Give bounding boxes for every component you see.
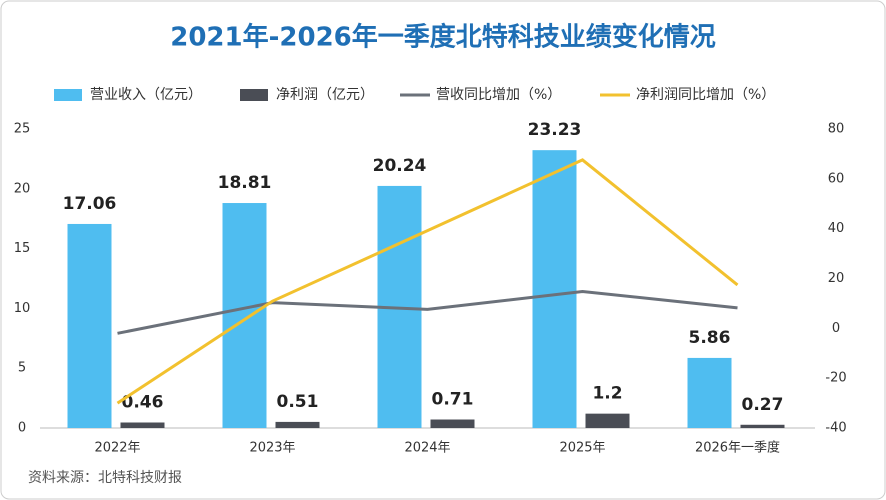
legend-swatch — [240, 89, 268, 101]
y2-tick-label: 60 — [828, 171, 845, 186]
bar — [275, 421, 320, 428]
bar-label: 0.27 — [742, 395, 784, 415]
y-tick-label: 25 — [14, 122, 31, 137]
x-tick-label: 2022年 — [94, 441, 140, 456]
bar — [430, 419, 475, 428]
bar — [120, 422, 165, 428]
bar-label: 1.2 — [592, 384, 622, 404]
bar — [222, 203, 267, 428]
y2-tick-label: 20 — [828, 271, 845, 286]
bar — [687, 357, 732, 428]
bar — [740, 424, 785, 428]
y-tick-label: 5 — [18, 361, 26, 376]
y2-tick-label: 80 — [828, 122, 845, 137]
bar-label: 5.86 — [689, 328, 731, 348]
legend-swatch — [54, 89, 82, 101]
y-tick-label: 0 — [18, 421, 26, 436]
bar-label: 17.06 — [63, 194, 117, 214]
line — [116, 158, 739, 405]
legend-label: 营业收入（亿元） — [90, 87, 202, 103]
y2-tick-label: 0 — [832, 321, 840, 336]
bar — [585, 413, 630, 428]
x-tick-label: 2023年 — [249, 441, 295, 456]
legend-label: 净利润同比增加（%） — [636, 87, 775, 103]
y-tick-label: 20 — [14, 181, 31, 196]
source-note: 资料来源：北特科技财报 — [28, 470, 182, 486]
y2-tick-label: -20 — [825, 371, 846, 386]
chart-title: 2021年-2026年一季度北特科技业绩变化情况 — [170, 22, 716, 53]
bar-label: 0.46 — [122, 392, 164, 412]
y2-tick-label: -40 — [825, 421, 846, 436]
y-tick-label: 15 — [14, 241, 31, 256]
x-tick-label: 2024年 — [404, 441, 450, 456]
bar-label: 18.81 — [218, 173, 272, 193]
bar — [67, 223, 112, 428]
line — [117, 289, 738, 335]
legend-label: 营收同比增加（%） — [436, 87, 561, 103]
x-tick-label: 2026年一季度 — [695, 440, 780, 456]
y2-tick-label: 40 — [828, 221, 845, 236]
bar-label: 23.23 — [528, 120, 582, 140]
legend-label: 净利润（亿元） — [276, 87, 374, 103]
bar — [532, 150, 577, 429]
y-tick-label: 10 — [14, 301, 31, 316]
bar-label: 0.71 — [432, 390, 474, 410]
bar-label: 20.24 — [373, 156, 427, 176]
bar-label: 0.51 — [277, 392, 319, 412]
x-tick-label: 2025年 — [559, 441, 605, 456]
